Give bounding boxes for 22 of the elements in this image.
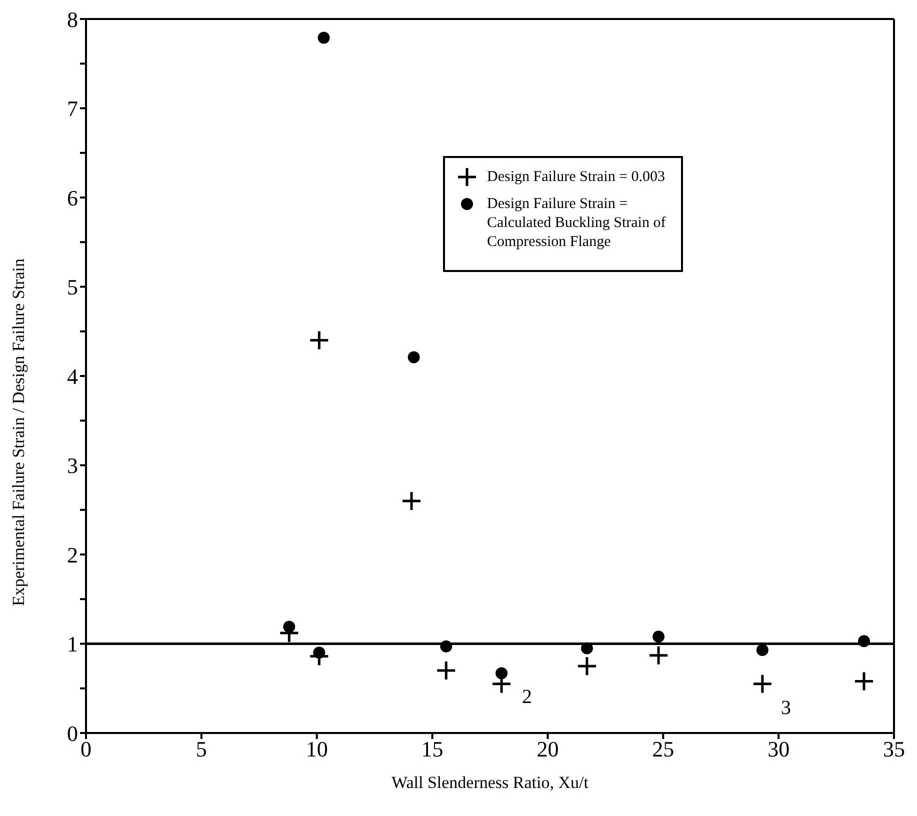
- y-tick-label: 0: [67, 720, 78, 746]
- x-tick-label: 35: [883, 736, 905, 762]
- x-tick-label: 10: [306, 736, 328, 762]
- x-tick-label: 5: [196, 736, 207, 762]
- x-tick-label: 20: [536, 736, 559, 762]
- x-tick-label: 15: [421, 736, 444, 762]
- y-tick-label: 4: [67, 364, 78, 389]
- annotation: 3: [781, 697, 791, 719]
- y-tick-label: 2: [67, 542, 78, 568]
- x-tick-label: 30: [768, 736, 790, 762]
- legend-label: Design Failure Strain = 0.003: [487, 168, 666, 187]
- legend-label: Design Failure Strain = Calculated Buckling Strain of Compression Flange: [487, 195, 667, 252]
- y-tick-label: 6: [67, 185, 78, 210]
- x-axis-title: Wall Slenderness Ratio, Xu/t: [392, 773, 589, 792]
- y-tick-label: 8: [67, 6, 78, 32]
- annotation: 2: [522, 686, 532, 708]
- y-tick-label: 7: [67, 96, 78, 122]
- y-tick-label: 1: [67, 632, 78, 657]
- y-axis-title: Experimental Failure Strain / Design Failure Strain: [9, 258, 28, 606]
- y-tick-label: 5: [67, 274, 78, 300]
- x-tick-label: 25: [652, 736, 674, 762]
- y-tick-label: 3: [67, 453, 78, 478]
